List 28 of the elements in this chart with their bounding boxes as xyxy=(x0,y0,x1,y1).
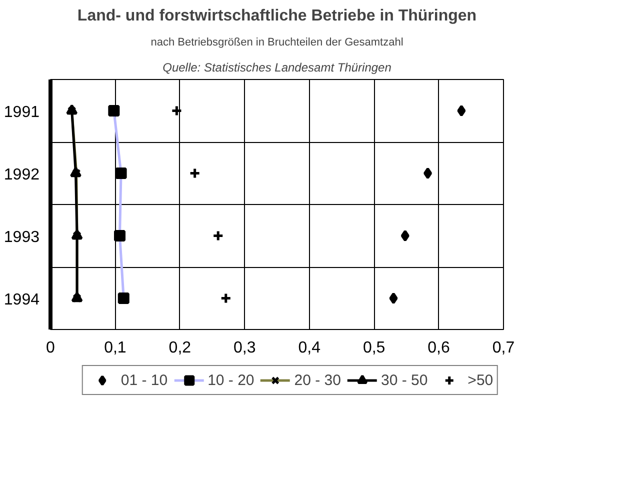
legend-label: 20 - 30 xyxy=(294,372,341,388)
y-tick-label: 1993 xyxy=(4,228,40,246)
point xyxy=(170,105,182,116)
x-tick-label: 0,3 xyxy=(234,340,256,356)
y-tick-label: 1994 xyxy=(4,291,40,308)
legend-label: >50 xyxy=(468,372,494,388)
x-tick-label: 0,4 xyxy=(298,340,321,356)
chart-title: Land- und forstwirtschaftliche Betriebe in Thüringen xyxy=(77,8,477,24)
legend-label: 01 - 10 xyxy=(120,372,168,388)
x-tick-label: 0,2 xyxy=(168,340,192,356)
x-tick-label: 0,5 xyxy=(362,340,386,356)
chart-subtitle: nach Betriebsgrößen in Bruchteilen der Gesamtzahl xyxy=(150,36,404,48)
legend-label: 10 - 20 xyxy=(208,372,254,388)
point xyxy=(220,292,232,304)
y-tick-label: 1992 xyxy=(4,166,40,184)
x-tick-label: 0,6 xyxy=(428,340,450,356)
point xyxy=(189,168,201,179)
point xyxy=(457,105,466,116)
x-tick-label: 0,1 xyxy=(104,340,126,356)
x-tick-label: 0 xyxy=(46,340,56,356)
point xyxy=(389,292,398,304)
legend-label: 30 - 50 xyxy=(380,372,428,388)
source-note: Quelle: Statistisches Landesamt Thüringen xyxy=(162,60,392,74)
point xyxy=(400,230,410,242)
point xyxy=(424,168,432,179)
y-tick-label: 1991 xyxy=(4,104,40,121)
x-tick-label: 0,7 xyxy=(492,340,515,356)
point xyxy=(212,230,224,242)
